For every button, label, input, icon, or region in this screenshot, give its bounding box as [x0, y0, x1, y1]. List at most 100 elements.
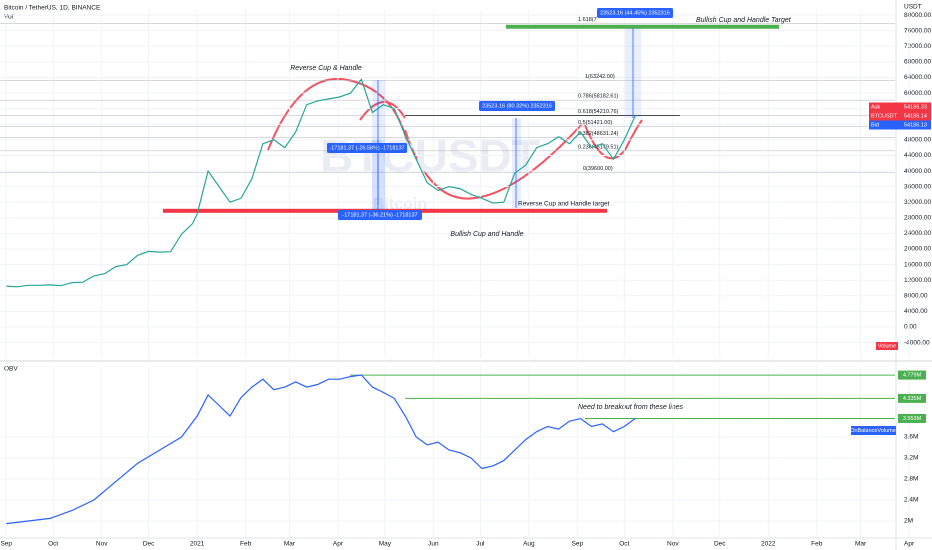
volume-tag: Volume — [878, 343, 896, 349]
y-tick-label: 72000.00 — [904, 43, 931, 50]
price-label-value: 54186.13 — [904, 122, 927, 128]
x-tick-label: Sep — [572, 541, 584, 548]
measure-zone — [512, 118, 521, 208]
y-tick-label: 68000.00 — [904, 59, 931, 66]
x-tick-label: 2022 — [761, 541, 776, 548]
pattern-curves — [267, 77, 643, 200]
y-tick-label: 20000.00 — [904, 246, 931, 253]
obv-annotation: Need to breakout from these lines — [578, 404, 684, 411]
y-tick-label: 44000.00 — [904, 152, 931, 159]
y-tick-label: 64000.00 — [904, 74, 931, 81]
x-tick-label: Feb — [240, 541, 252, 548]
y-tick-label: 76000.00 — [904, 27, 931, 34]
x-tick-label: Apr — [333, 541, 344, 548]
fib-label: 0(39600.00) — [583, 166, 613, 172]
x-tick-label: Dec — [143, 541, 155, 548]
price-label-name: BTCUSDT — [871, 113, 898, 119]
currency-label: USDT — [904, 4, 922, 11]
x-tick-label: Jul — [476, 541, 485, 548]
volume-tag-box — [876, 342, 898, 350]
x-tick-label: May — [379, 541, 392, 548]
obv-level-label: 3.953M — [903, 416, 922, 422]
y-tick-label: 2.4M — [904, 497, 918, 504]
x-tick-label: Mar — [855, 541, 867, 548]
measure-label: -17181.37 (-26.58%) -1718137 — [329, 145, 404, 151]
y-tick-label: 12000.00 — [904, 277, 931, 284]
fib-label: 0.786(58182.61) — [578, 94, 619, 100]
y-tick-label: 48000.00 — [904, 137, 931, 144]
y-tick-label: 0.00 — [904, 324, 917, 331]
annotation: Bullish Cup and Handle Target — [696, 17, 792, 24]
legend-box — [851, 426, 896, 435]
x-tick-label: Jun — [428, 541, 439, 548]
price-label-value: 54186.33 — [904, 104, 927, 110]
target-line — [506, 24, 779, 29]
reverse-handle — [359, 101, 406, 121]
y-tick-label: 60000.00 — [904, 90, 931, 97]
obv-line — [6, 374, 636, 525]
y-tick-label: 16000.00 — [904, 261, 931, 268]
x-tick-label: Feb — [811, 541, 823, 548]
measure-label: 23523.16 (80.32%) 2352316 — [482, 103, 552, 109]
annotation: Reverse Cup & Handle — [290, 65, 362, 72]
price-label-box — [869, 120, 931, 130]
x-tick-label: Dec — [714, 541, 726, 548]
measure-box — [479, 101, 555, 111]
reverse-cup — [267, 77, 409, 151]
fib-label: 0.618(54210.76) — [578, 109, 619, 115]
price-label-value: 54186.14 — [904, 113, 927, 119]
obv-level-label: 4.779M — [903, 373, 922, 379]
y-tick-label: 4000.00 — [904, 308, 928, 315]
price-label-box — [869, 111, 931, 121]
measure-box — [338, 210, 422, 220]
x-tick-label: Nov — [96, 541, 108, 548]
x-tick-label: Apr — [904, 541, 915, 548]
measure-box — [597, 8, 673, 18]
annotation: Reverse Cup and Handle target — [518, 201, 610, 208]
y-tick-label: 28000.00 — [904, 215, 931, 222]
x-tick-label: Nov — [667, 541, 679, 548]
legend-label: OnBalanceVolume — [850, 428, 896, 434]
fib-label: 1.618(7 — [578, 17, 597, 23]
obv-level-label: 4.335M — [903, 396, 922, 402]
y-tick-label: 2.8M — [904, 476, 918, 483]
price-label-box — [869, 102, 931, 112]
x-tick-label: Oct — [48, 541, 58, 548]
obv-title: OBV — [4, 366, 18, 373]
y-tick-label: 3.6M — [904, 434, 918, 441]
watermark: BTCUSDT — [320, 130, 540, 182]
x-tick-label: Aug — [523, 541, 535, 548]
y-tick-label: 40000.00 — [904, 168, 931, 175]
measure-zone — [372, 140, 385, 210]
y-tick-label: 24000.00 — [904, 230, 931, 237]
price-label-name: Ask — [871, 104, 880, 110]
fib-label: 0.236(45179.51) — [578, 144, 619, 150]
price-label-name: Bid — [871, 122, 879, 128]
y-tick-label: 3.2M — [904, 455, 918, 462]
x-tick-label: Oct — [619, 541, 629, 548]
y-tick-label: 36000.00 — [904, 183, 931, 190]
bullish-cup — [404, 123, 583, 200]
measure-box — [327, 143, 407, 153]
y-tick-label: 8000.00 — [904, 293, 928, 300]
fib-label: 1(63242.00) — [585, 74, 615, 80]
x-tick-label: Mar — [284, 541, 296, 548]
price-line — [6, 78, 636, 288]
annotation: Bullish Cup and Handle — [450, 231, 523, 238]
x-tick-label: Sep — [0, 541, 12, 548]
y-tick-label: -4000.00 — [904, 339, 930, 346]
measure-label: -17181.37 (-36.21%) -1718137 — [342, 212, 417, 218]
chart-title: Bitcoin / TetherUS, 1D, BINANCE — [4, 5, 101, 12]
y-tick-label: 32000.00 — [904, 199, 931, 206]
measure-label: 23523.16 (44.45%) 2352316 — [600, 10, 670, 16]
y-tick-label: 2M — [904, 518, 913, 525]
obv-level-box — [898, 393, 926, 403]
x-tick-label: 2021 — [190, 541, 205, 548]
y-tick-label: 80000.00 — [904, 12, 931, 19]
fib-label: 0.382(48631.24) — [578, 131, 619, 137]
bullish-handle — [584, 119, 643, 160]
obv-level-box — [898, 413, 926, 423]
fib-label: 0.5(51421.00) — [578, 120, 612, 126]
